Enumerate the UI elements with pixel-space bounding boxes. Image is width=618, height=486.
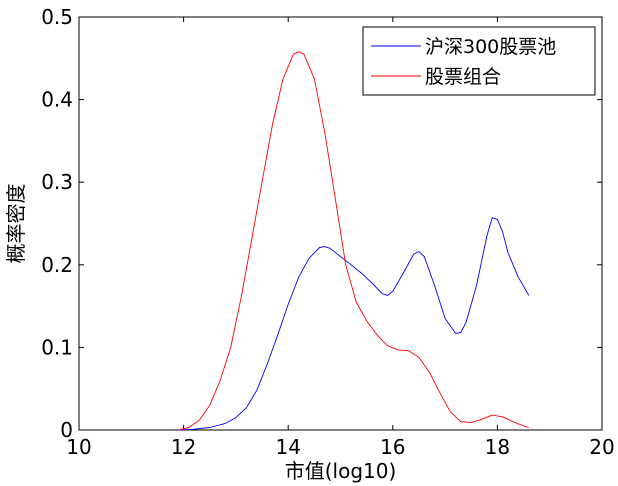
x-tick-label: 10 [66, 435, 91, 459]
series-layer [178, 51, 530, 431]
y-tick-label: 0.2 [41, 253, 73, 277]
legend-box [362, 26, 596, 96]
y-tick-label: 0.1 [41, 335, 73, 359]
x-tick-label: 16 [380, 435, 405, 459]
series-line-0 [178, 217, 530, 431]
y-tick-label: 0.5 [41, 5, 73, 29]
x-tick-label: 20 [589, 435, 614, 459]
y-axis-label: 概率密度 [4, 184, 28, 264]
legend-label-portfolio: 股票组合 [425, 66, 501, 88]
y-tick-label: 0.4 [41, 88, 73, 112]
x-tick-label: 18 [485, 435, 510, 459]
series-line-1 [178, 51, 529, 431]
x-tick-label: 14 [275, 435, 300, 459]
y-tick-label: 0 [60, 418, 73, 442]
tick-labels: 10 12 14 16 18 20 0 0.1 0.2 0.3 0.4 0.5 [41, 5, 615, 459]
y-tick-label: 0.3 [41, 170, 73, 194]
tick-marks [78, 16, 603, 431]
legend-label-hs300: 沪深300股票池 [425, 36, 556, 58]
plot-frame [78, 16, 603, 431]
x-axis-label: 市值(log10) [285, 459, 397, 483]
legend: 沪深300股票池 股票组合 [362, 26, 596, 96]
x-tick-label: 12 [171, 435, 196, 459]
